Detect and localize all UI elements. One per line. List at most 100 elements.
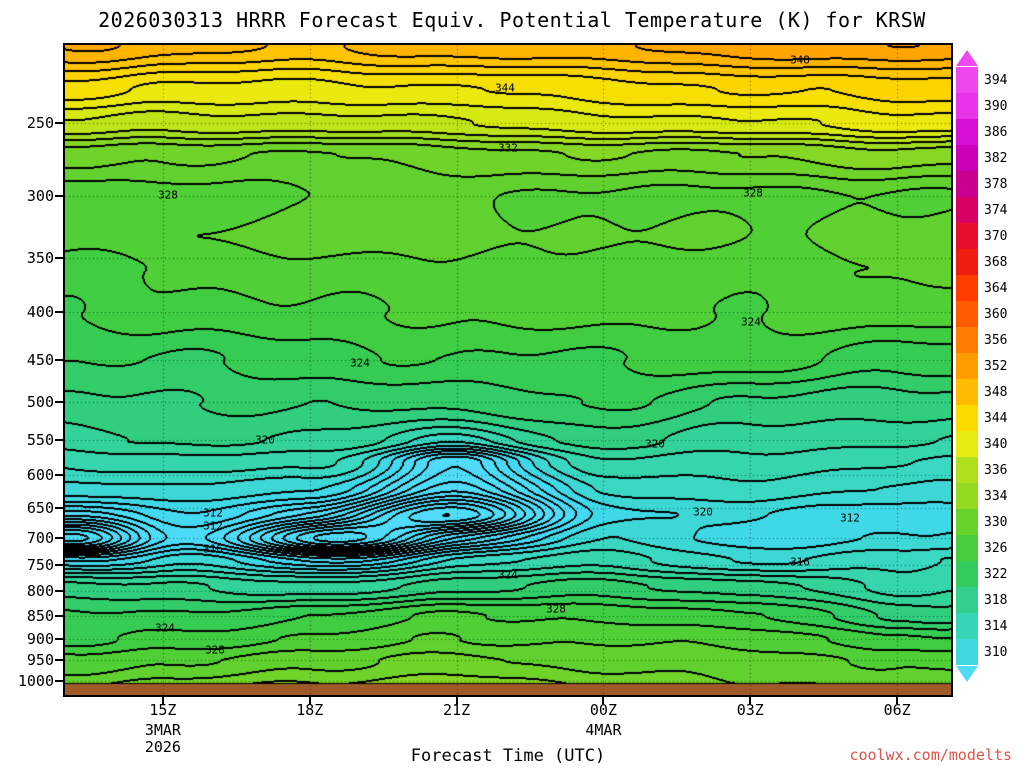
colorbar-tick-label: 394 — [984, 72, 1008, 88]
colorbar-swatch — [956, 93, 978, 119]
colorbar-segment: 368 — [956, 249, 1007, 275]
y-tick-mark — [55, 659, 63, 662]
colorbar-swatch — [956, 145, 978, 171]
colorbar-segment: 360 — [956, 301, 1007, 327]
y-tick-label: 900 — [26, 629, 54, 648]
colorbar-tick-label: 334 — [984, 488, 1008, 504]
x-tick-mark — [749, 697, 752, 704]
colorbar: 394 390 386 382 378 374 370 368 364 360 356 352 348 3… — [956, 50, 1007, 682]
colorbar-swatch — [956, 613, 978, 639]
y-tick-label: 700 — [26, 528, 54, 547]
y-tick-mark — [55, 358, 63, 361]
x-tick-label: 00Z — [589, 701, 617, 719]
colorbar-tick-label: 374 — [984, 202, 1008, 218]
colorbar-segment: 318 — [956, 587, 1007, 613]
colorbar-tick-label: 310 — [984, 644, 1008, 660]
x-tick-sublabel: 3MAR — [144, 721, 181, 739]
y-tick-mark — [55, 536, 63, 539]
colorbar-tick-label: 390 — [984, 98, 1008, 114]
x-axis-title: Forecast Time (UTC) — [410, 746, 606, 766]
watermark-link[interactable]: coolwx.com/modelts — [849, 746, 1012, 764]
y-tick-label: 250 — [26, 113, 54, 132]
x-tick-mark — [896, 697, 899, 704]
x-tick-mark — [455, 697, 458, 704]
y-tick-mark — [55, 121, 63, 124]
y-tick-mark — [55, 195, 63, 198]
y-tick-label: 550 — [26, 431, 54, 450]
y-tick-label: 500 — [26, 393, 54, 412]
colorbar-tick-label: 386 — [984, 124, 1008, 140]
colorbar-swatch — [956, 405, 978, 431]
colorbar-swatch — [956, 457, 978, 483]
colorbar-tick-label: 364 — [984, 280, 1008, 296]
colorbar-swatch — [956, 561, 978, 587]
colorbar-swatch — [956, 223, 978, 249]
colorbar-segment: 352 — [956, 353, 1007, 379]
colorbar-segment: 348 — [956, 379, 1007, 405]
colorbar-tick-label: 360 — [984, 306, 1008, 322]
colorbar-segment: 330 — [956, 509, 1007, 535]
colorbar-tick-label: 382 — [984, 150, 1008, 166]
colorbar-segment: 340 — [956, 431, 1007, 457]
chart-title: 2026030313 HRRR Forecast Equiv. Potentia… — [98, 8, 926, 32]
y-tick-mark — [55, 614, 63, 617]
colorbar-segment: 334 — [956, 483, 1007, 509]
colorbar-swatch — [956, 353, 978, 379]
colorbar-segment: 336 — [956, 457, 1007, 483]
colorbar-swatch — [956, 301, 978, 327]
colorbar-segment: 310 — [956, 639, 1007, 665]
colorbar-tick-label: 330 — [984, 514, 1008, 530]
colorbar-segment: 374 — [956, 197, 1007, 223]
colorbar-swatch — [956, 327, 978, 353]
colorbar-swatch — [956, 379, 978, 405]
y-tick-label: 750 — [26, 556, 54, 575]
y-tick-label: 400 — [26, 303, 54, 322]
colorbar-swatch — [956, 249, 978, 275]
y-tick-mark — [55, 506, 63, 509]
x-tick-sublabel: 4MAR — [585, 721, 622, 739]
colorbar-segment: 370 — [956, 223, 1007, 249]
x-tick-label: 21Z — [443, 701, 471, 719]
y-tick-mark — [55, 637, 63, 640]
colorbar-segment: 344 — [956, 405, 1007, 431]
colorbar-segment: 314 — [956, 613, 1007, 639]
colorbar-tick-label: 326 — [984, 540, 1008, 556]
x-tick-mark — [161, 697, 164, 704]
colorbar-tick-label: 318 — [984, 592, 1008, 608]
y-tick-label: 850 — [26, 606, 54, 625]
colorbar-tick-label: 336 — [984, 462, 1008, 478]
x-tick-label: 03Z — [736, 701, 764, 719]
colorbar-swatch — [956, 119, 978, 145]
colorbar-segment: 394 — [956, 67, 1007, 93]
colorbar-tick-label: 340 — [984, 436, 1008, 452]
y-tick-label: 950 — [26, 651, 54, 670]
colorbar-segment: 356 — [956, 327, 1007, 353]
x-tick-mark — [308, 697, 311, 704]
colorbar-swatch — [956, 67, 978, 93]
y-tick-mark — [55, 311, 63, 314]
colorbar-tick-label: 378 — [984, 176, 1008, 192]
colorbar-segment: 378 — [956, 171, 1007, 197]
colorbar-segment: 322 — [956, 561, 1007, 587]
y-tick-label: 1000 — [17, 672, 54, 691]
y-tick-label: 650 — [26, 498, 54, 517]
colorbar-tick-label: 322 — [984, 566, 1008, 582]
x-tick-label: 15Z — [149, 701, 177, 719]
colorbar-tick-label: 370 — [984, 228, 1008, 244]
contour-canvas — [65, 45, 951, 695]
colorbar-arrow-down — [956, 666, 978, 682]
colorbar-segment: 326 — [956, 535, 1007, 561]
x-tick-label: 18Z — [296, 701, 324, 719]
colorbar-tick-label: 352 — [984, 358, 1008, 374]
colorbar-segment: 364 — [956, 275, 1007, 301]
colorbar-tick-label: 356 — [984, 332, 1008, 348]
colorbar-swatch — [956, 587, 978, 613]
colorbar-swatch — [956, 197, 978, 223]
colorbar-tick-label: 314 — [984, 618, 1008, 634]
y-tick-mark — [55, 564, 63, 567]
colorbar-arrow-up — [956, 50, 978, 66]
y-tick-mark — [55, 439, 63, 442]
colorbar-segment: 382 — [956, 145, 1007, 171]
y-tick-label: 450 — [26, 350, 54, 369]
